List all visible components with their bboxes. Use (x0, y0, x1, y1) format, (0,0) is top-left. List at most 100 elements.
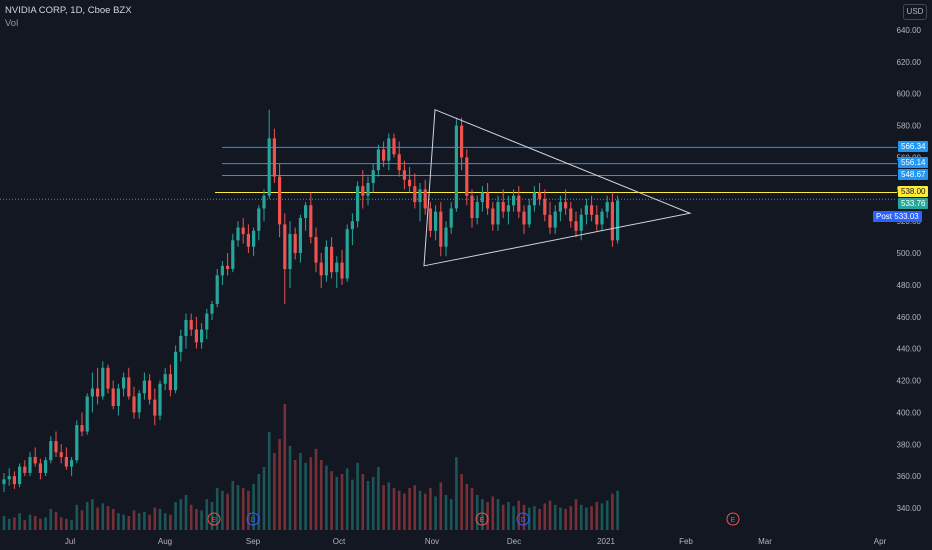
candle-body (564, 202, 568, 209)
candle-body (387, 138, 391, 161)
volume-bar (387, 482, 391, 530)
volume-label: Vol (5, 18, 19, 29)
volume-bar (299, 453, 302, 530)
volume-bar (569, 506, 573, 530)
triangle-pattern[interactable] (423, 108, 692, 267)
symbol-title[interactable]: NVIDIA CORP, 1D, Cboe BZX (5, 5, 132, 16)
candle-body (288, 233, 292, 269)
volume-bar (257, 474, 261, 530)
candle-body (304, 205, 308, 219)
chart-legend: NVIDIA CORP, 1D, Cboe BZX Vol (5, 4, 132, 30)
event-marker[interactable] (516, 512, 530, 526)
volume-bar (330, 471, 333, 530)
volume-bar (564, 509, 567, 530)
event-marker[interactable] (246, 512, 260, 526)
currency-badge[interactable]: USD (903, 4, 927, 20)
volume-bar (361, 474, 365, 530)
candle-body (137, 393, 141, 413)
volume-bar (148, 514, 151, 530)
volume-bar (241, 488, 245, 530)
volume-bar (174, 502, 177, 530)
candle-body (101, 367, 105, 397)
candle-body (605, 202, 609, 212)
candle-body (33, 457, 37, 464)
volume-bar (200, 510, 203, 530)
candle-body (350, 221, 354, 230)
volume-bar (465, 483, 469, 530)
candle-body (2, 479, 6, 485)
volume-bar (122, 514, 125, 530)
time-tick-label: Aug (158, 537, 172, 546)
candle-body (252, 230, 256, 247)
candle-body (80, 425, 84, 432)
candle-body (402, 170, 406, 180)
candle-body (184, 319, 188, 336)
candle-body (579, 214, 583, 231)
candle-body (527, 205, 531, 225)
price-tick-label: 460.00 (897, 313, 922, 322)
volume-bar (293, 460, 297, 530)
candle-body (392, 138, 396, 155)
volume-bar (475, 495, 479, 530)
price-tag-548: 548.67 (898, 169, 929, 180)
volume-bar (397, 490, 401, 530)
candle-body (522, 211, 526, 225)
candle-body (106, 367, 110, 389)
candle-body (163, 374, 167, 384)
time-tick-label: Nov (425, 537, 439, 546)
candle-body (610, 202, 614, 241)
event-label: E (212, 517, 217, 524)
horizontal-lines[interactable] (0, 146, 897, 200)
event-label: E (480, 517, 485, 524)
candle-body (444, 227, 448, 247)
candle-body (506, 205, 510, 212)
volume-bar (65, 518, 68, 530)
candle-body (428, 208, 432, 231)
candle-body (90, 388, 94, 397)
candle-body (241, 227, 245, 234)
candle-body (345, 229, 349, 279)
candle-body (7, 476, 11, 480)
candle-body (600, 211, 604, 225)
volume-bar (189, 504, 193, 530)
candle-body (335, 262, 339, 273)
event-marker[interactable] (475, 512, 489, 526)
event-marker[interactable] (207, 512, 221, 526)
candle-body (44, 460, 48, 473)
candle-body (319, 262, 323, 276)
volume-bar (403, 493, 406, 530)
volume-bar (408, 488, 411, 530)
volume-bar (345, 468, 349, 530)
price-tick-label: 500.00 (897, 249, 922, 258)
volume-bar (325, 465, 328, 530)
volume-bar (392, 488, 396, 530)
candle-body (298, 218, 302, 254)
volume-bar (226, 493, 229, 530)
volume-bar (179, 499, 183, 530)
volume-bar (49, 509, 53, 530)
volume-bar (559, 507, 562, 530)
volume-bar (70, 520, 73, 530)
volume-bar (91, 499, 94, 530)
time-tick-label: Jul (65, 537, 75, 546)
volume-bar (127, 516, 131, 530)
volume-bar (590, 506, 593, 530)
price-axis[interactable]: 640.00620.00600.00580.00560.00540.00520.… (897, 26, 922, 513)
time-tick-label: Dec (507, 537, 521, 546)
candle-body (70, 460, 74, 467)
price-tick-label: 640.00 (897, 26, 922, 35)
volume-bar (2, 516, 6, 530)
volume-bar (13, 517, 16, 530)
triangle-drawing[interactable] (423, 108, 692, 267)
time-axis[interactable]: Jul Aug Sep Oct Nov Dec 2021 Feb Mar Apr (65, 537, 887, 546)
volume-bar (195, 509, 198, 530)
volume-bar (605, 500, 609, 530)
candle-body (491, 208, 495, 225)
event-marker[interactable] (726, 512, 740, 526)
time-tick-label: Apr (874, 537, 887, 546)
candle-body (569, 208, 573, 222)
candle-body (496, 202, 500, 225)
price-tick-label: 360.00 (897, 472, 922, 481)
